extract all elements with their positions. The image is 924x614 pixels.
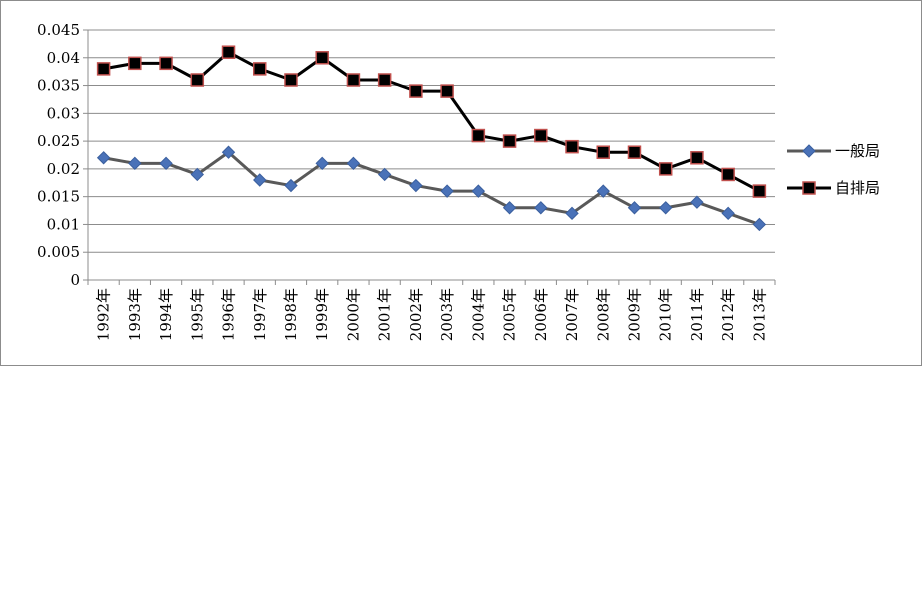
data-point-square	[377, 73, 392, 87]
data-point-diamond	[627, 201, 642, 215]
y-tick-label: 0.005	[37, 243, 80, 261]
data-point-square	[409, 84, 423, 98]
data-point-square	[284, 73, 298, 87]
data-point-diamond	[690, 195, 704, 209]
legend-label-1: 一般局	[835, 142, 880, 160]
data-point-diamond	[377, 167, 392, 182]
data-point-square	[253, 62, 267, 76]
y-tick-label: 0.02	[47, 160, 80, 178]
data-point-square	[190, 73, 205, 87]
y-tick-label: 0.035	[37, 77, 80, 95]
y-tick-label: 0.03	[47, 104, 80, 122]
data-point-square	[440, 84, 454, 98]
data-point-diamond	[346, 156, 361, 171]
data-point-diamond	[221, 145, 236, 159]
data-point-square	[658, 162, 673, 176]
data-point-square	[502, 134, 517, 148]
data-point-square	[752, 184, 767, 198]
x-tick-label: 2013年	[750, 288, 768, 341]
series-line-2	[103, 50, 761, 193]
x-tick-label: 1997年	[251, 288, 269, 341]
data-point-diamond	[502, 201, 517, 215]
data-point-diamond	[159, 156, 173, 171]
data-point-diamond	[284, 178, 298, 193]
x-tick-label: 1996年	[220, 288, 238, 341]
data-point-diamond	[471, 184, 486, 198]
data-point-square	[96, 62, 111, 76]
x-tick-label: 2005年	[501, 288, 519, 341]
x-tick-label: 2006年	[532, 288, 550, 341]
data-point-diamond	[565, 206, 579, 221]
data-point-diamond	[721, 206, 735, 221]
data-point-square	[627, 145, 642, 159]
data-point-square	[128, 56, 142, 71]
data-point-square	[315, 51, 329, 65]
chart-frame	[0, 0, 922, 366]
data-point-diamond	[440, 184, 454, 198]
data-point-diamond	[190, 167, 205, 182]
data-point-diamond	[128, 156, 142, 171]
data-point-square	[534, 128, 548, 143]
y-tick-label: 0	[70, 271, 80, 289]
data-point-diamond	[315, 156, 329, 171]
y-tick-label: 0.025	[37, 132, 80, 150]
y-tick-label: 0.015	[37, 188, 80, 206]
data-point-diamond	[534, 201, 548, 215]
data-point-square	[221, 45, 236, 59]
data-point-diamond	[253, 173, 267, 187]
data-point-diamond	[596, 184, 610, 198]
y-tick-label: 0.04	[47, 49, 80, 67]
legend-marker-diamond	[802, 144, 816, 158]
data-point-square	[596, 145, 610, 159]
x-tick-label: 2009年	[625, 288, 643, 341]
data-point-diamond	[658, 201, 673, 215]
legend-label-2: 自排局	[835, 179, 880, 197]
y-tick-label: 0.045	[37, 21, 80, 39]
x-tick-label: 1992年	[95, 288, 113, 341]
x-tick-label: 2004年	[469, 288, 487, 341]
x-tick-label: 1995年	[188, 288, 206, 341]
x-tick-label: 2001年	[376, 288, 394, 341]
data-point-diamond	[409, 178, 423, 193]
data-point-square	[346, 73, 361, 87]
x-tick-label: 2007年	[563, 288, 581, 341]
x-tick-label: 2002年	[407, 288, 425, 341]
series-line-1	[103, 150, 760, 226]
data-point-square	[721, 167, 735, 182]
x-tick-label: 1993年	[126, 288, 144, 341]
x-tick-label: 2012年	[719, 288, 737, 341]
x-tick-label: 2010年	[657, 288, 675, 341]
data-point-square	[565, 139, 579, 154]
data-point-square	[471, 128, 486, 143]
x-tick-label: 2011年	[688, 288, 706, 341]
y-tick-label: 0.01	[47, 215, 80, 233]
legend-marker-square	[802, 181, 816, 195]
data-point-diamond	[752, 217, 767, 232]
x-tick-label: 1998年	[282, 288, 300, 341]
x-tick-label: 1994年	[157, 288, 175, 341]
x-tick-label: 2008年	[594, 288, 612, 341]
data-point-square	[159, 56, 173, 71]
data-point-square	[690, 151, 704, 165]
x-tick-label: 2000年	[344, 288, 362, 341]
x-tick-label: 2003年	[438, 288, 456, 341]
data-point-diamond	[96, 151, 111, 165]
x-tick-label: 1999年	[313, 288, 331, 341]
